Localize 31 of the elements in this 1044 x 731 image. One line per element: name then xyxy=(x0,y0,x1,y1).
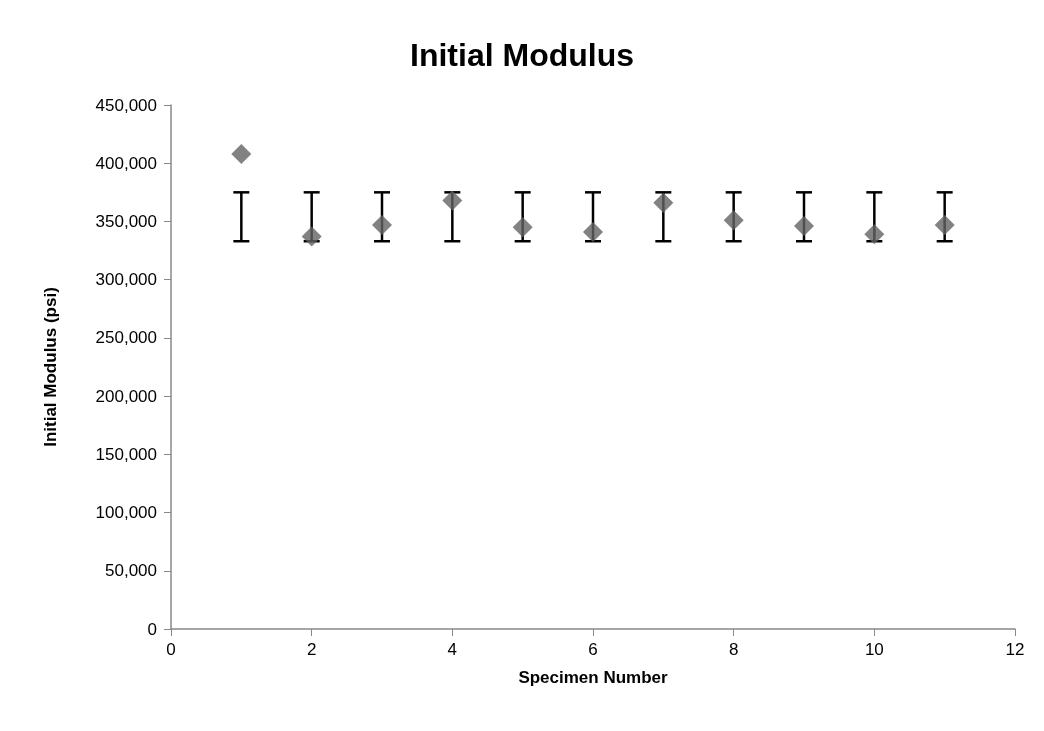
chart-title: Initial Modulus xyxy=(410,37,634,73)
x-axis-title: Specimen Number xyxy=(518,668,669,687)
x-tick-label: 6 xyxy=(588,640,598,659)
point xyxy=(442,190,463,211)
point xyxy=(231,143,252,164)
point xyxy=(934,214,955,235)
y-tick-label: 150,000 xyxy=(95,444,157,464)
x-tick-label: 2 xyxy=(306,640,317,659)
y-tick-label: 100,000 xyxy=(95,503,157,523)
point xyxy=(583,221,603,242)
y-tick-label: 200,000 xyxy=(95,386,157,406)
point xyxy=(301,226,322,247)
y-tick-label: 300,000 xyxy=(95,270,157,290)
y-tick-label: 350,000 xyxy=(95,211,157,231)
x-tick-label: 10 xyxy=(864,640,884,659)
point xyxy=(864,224,885,245)
point xyxy=(794,216,814,237)
y-axis-title: Initial Modulus (psi) xyxy=(41,287,60,447)
x-tick-label: 8 xyxy=(728,640,739,659)
point xyxy=(512,217,533,238)
y-tick-label: 50,000 xyxy=(105,561,157,581)
point xyxy=(372,214,392,235)
point xyxy=(653,192,674,213)
y-tick-label: 450,000 xyxy=(95,95,157,115)
y-tick-label: 0 xyxy=(147,619,157,639)
x-tick-label: 12 xyxy=(1005,640,1025,659)
x-tick-label: 0 xyxy=(166,640,176,659)
point xyxy=(723,210,744,231)
y-tick-label: 250,000 xyxy=(95,328,157,348)
y-tick-label: 400,000 xyxy=(95,153,157,173)
x-tick-label: 4 xyxy=(447,640,458,659)
